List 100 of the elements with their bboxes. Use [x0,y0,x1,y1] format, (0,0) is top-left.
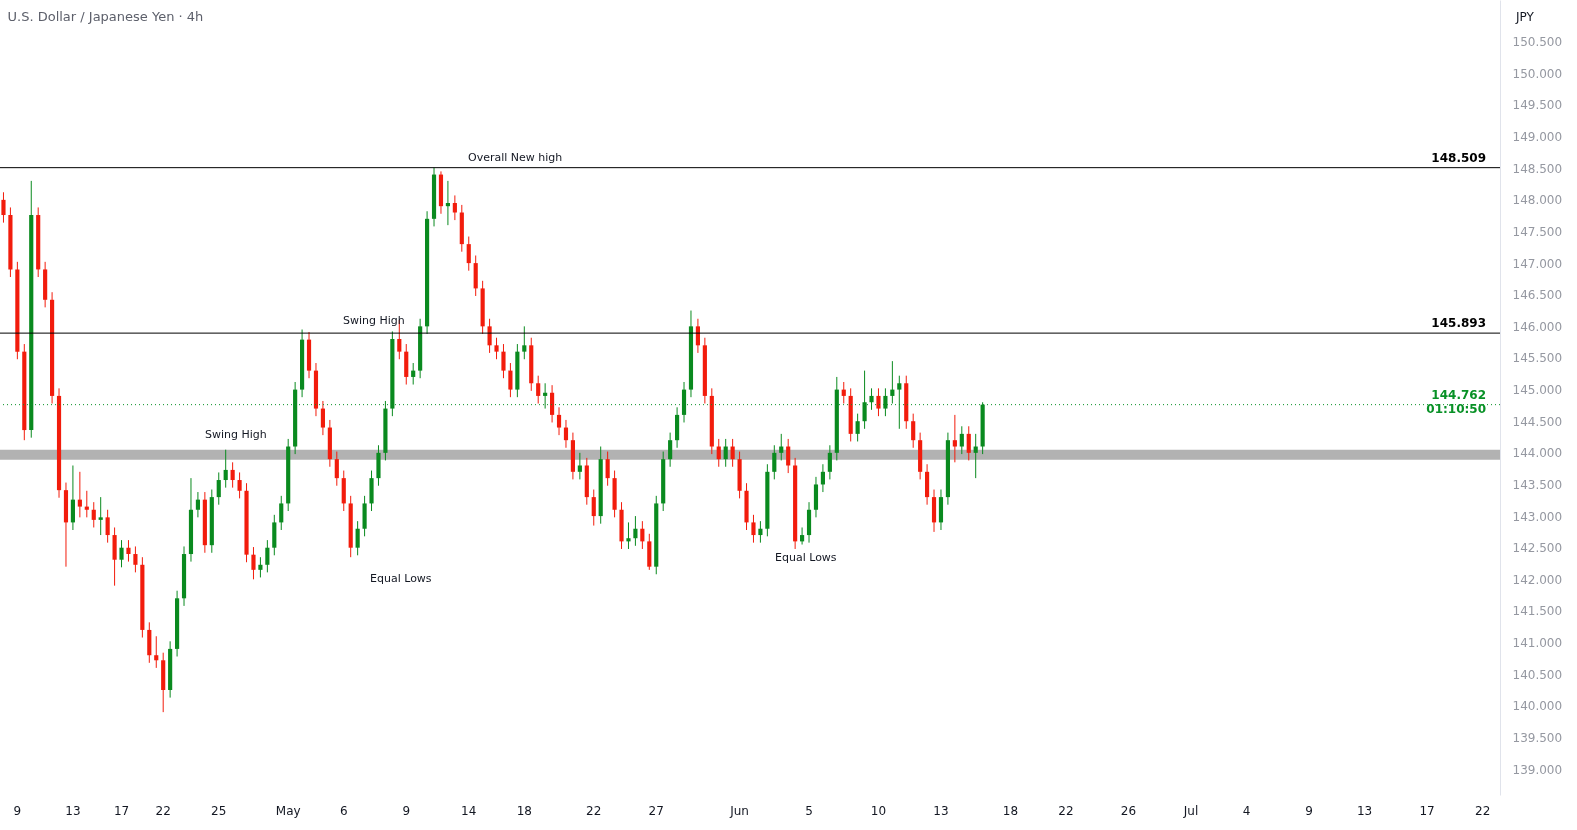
y-tick-label: 144.000 [1512,446,1563,461]
x-tick-label: 27 [648,803,664,818]
candlestick [855,413,860,442]
candlestick [911,413,916,449]
x-tick-label: 18 [1002,803,1019,818]
candlestick [959,425,964,455]
candlestick [279,495,284,531]
candlestick [626,521,631,550]
y-tick-label: 149.000 [1512,130,1563,145]
x-tick-label: 9 [13,803,22,818]
y-tick-label: 143.500 [1512,477,1563,492]
candlestick [84,490,89,518]
y-tick-label: 142.000 [1512,572,1563,587]
candlestick [605,451,610,487]
y-tick-label: 140.500 [1512,667,1563,682]
candlestick [258,556,263,578]
x-tick-label: May [275,803,301,818]
candlestick [730,438,735,468]
candlestick [216,471,221,506]
y-tick-label: 146.000 [1512,319,1563,334]
y-tick-label: 141.000 [1512,636,1563,651]
x-tick-label: 4 [1242,803,1251,818]
x-tick-label: 18 [516,803,532,818]
y-tick-label: 143.000 [1512,509,1563,524]
candlestick [577,452,582,480]
x-tick-label: 10 [870,803,887,818]
candlestick [251,546,256,580]
candlestick [556,406,562,436]
candlestick [119,539,124,568]
x-tick-label: 13 [65,803,81,818]
candlestick [779,433,784,461]
candlestick [230,461,235,489]
y-tick-label: 149.500 [1512,98,1563,113]
candlestick [876,387,881,417]
x-tick-label: 9 [1305,803,1313,818]
candlestick [668,432,673,468]
x-tick-label: Jul [1182,803,1199,818]
candlestick [751,514,756,544]
y-tick-label: 147.500 [1512,224,1563,239]
candlestick [70,464,75,531]
candlestick [820,463,825,493]
annotation: Overall New high [468,151,563,164]
x-tick-label: 13 [1356,803,1373,818]
x-tick-label: 26 [1120,803,1137,818]
x-tick-label: 6 [339,803,348,818]
candlestick [195,491,200,518]
candlestick [126,539,131,563]
ref-line-label: 148.509 [1431,150,1486,165]
y-tick-label: 150.500 [1512,35,1563,50]
x-tick-label: 5 [805,803,813,818]
candlestick [445,180,450,226]
candlestick [237,471,242,499]
candlestick [522,325,527,360]
annotation: Swing High [205,428,267,441]
candlestick [841,381,846,405]
x-tick-label: 25 [211,803,227,818]
y-tick-label: 145.000 [1512,383,1563,398]
y-tick-label: 145.500 [1512,351,1563,366]
candlestick [355,520,360,556]
y-tick-label: 148.500 [1512,161,1563,176]
x-tick-label: Jun [729,803,749,818]
y-tick-label: 139.000 [1512,762,1563,777]
candlestick [494,337,499,360]
candlestick [536,375,541,405]
x-tick-label: 22 [1475,803,1491,818]
candlestick [723,438,728,468]
x-tick-label: 22 [155,803,171,818]
x-tick-label: 14 [461,803,477,818]
y-tick-label: 150.000 [1512,66,1563,81]
ref-line-label: 144.762 01:10:50 [1426,387,1486,416]
candlestick [133,545,138,573]
y-tick-label: 146.500 [1512,288,1563,303]
candlestick [973,433,978,479]
candlestick [633,515,638,547]
candlestick [452,194,457,221]
candlestick [501,343,506,379]
y-tick-label: 142.500 [1512,541,1563,556]
x-tick-label: 22 [586,803,602,818]
candlestick [758,520,763,544]
candlestick [98,496,103,536]
candlestick [411,362,416,386]
candlestick [91,501,96,528]
candlestick [105,509,110,544]
candlestick [952,414,957,463]
y-axis-title: JPY [1515,10,1535,24]
candlestick [154,635,159,669]
candlestick [223,449,228,489]
candlestick [772,444,777,480]
x-tick-label: 22 [1058,803,1074,818]
annotation: Equal Lows [775,551,837,564]
candlestick [640,520,645,550]
candlestick [265,539,270,573]
x-tick-label: 17 [1419,803,1435,818]
y-tick-label: 148.000 [1512,193,1563,208]
annotation: Swing High [343,314,405,327]
candlestick [800,526,805,546]
y-tick-label: 140.000 [1512,699,1563,714]
candlestick [466,236,471,272]
candlestick [966,425,971,461]
candlestick [890,360,895,405]
